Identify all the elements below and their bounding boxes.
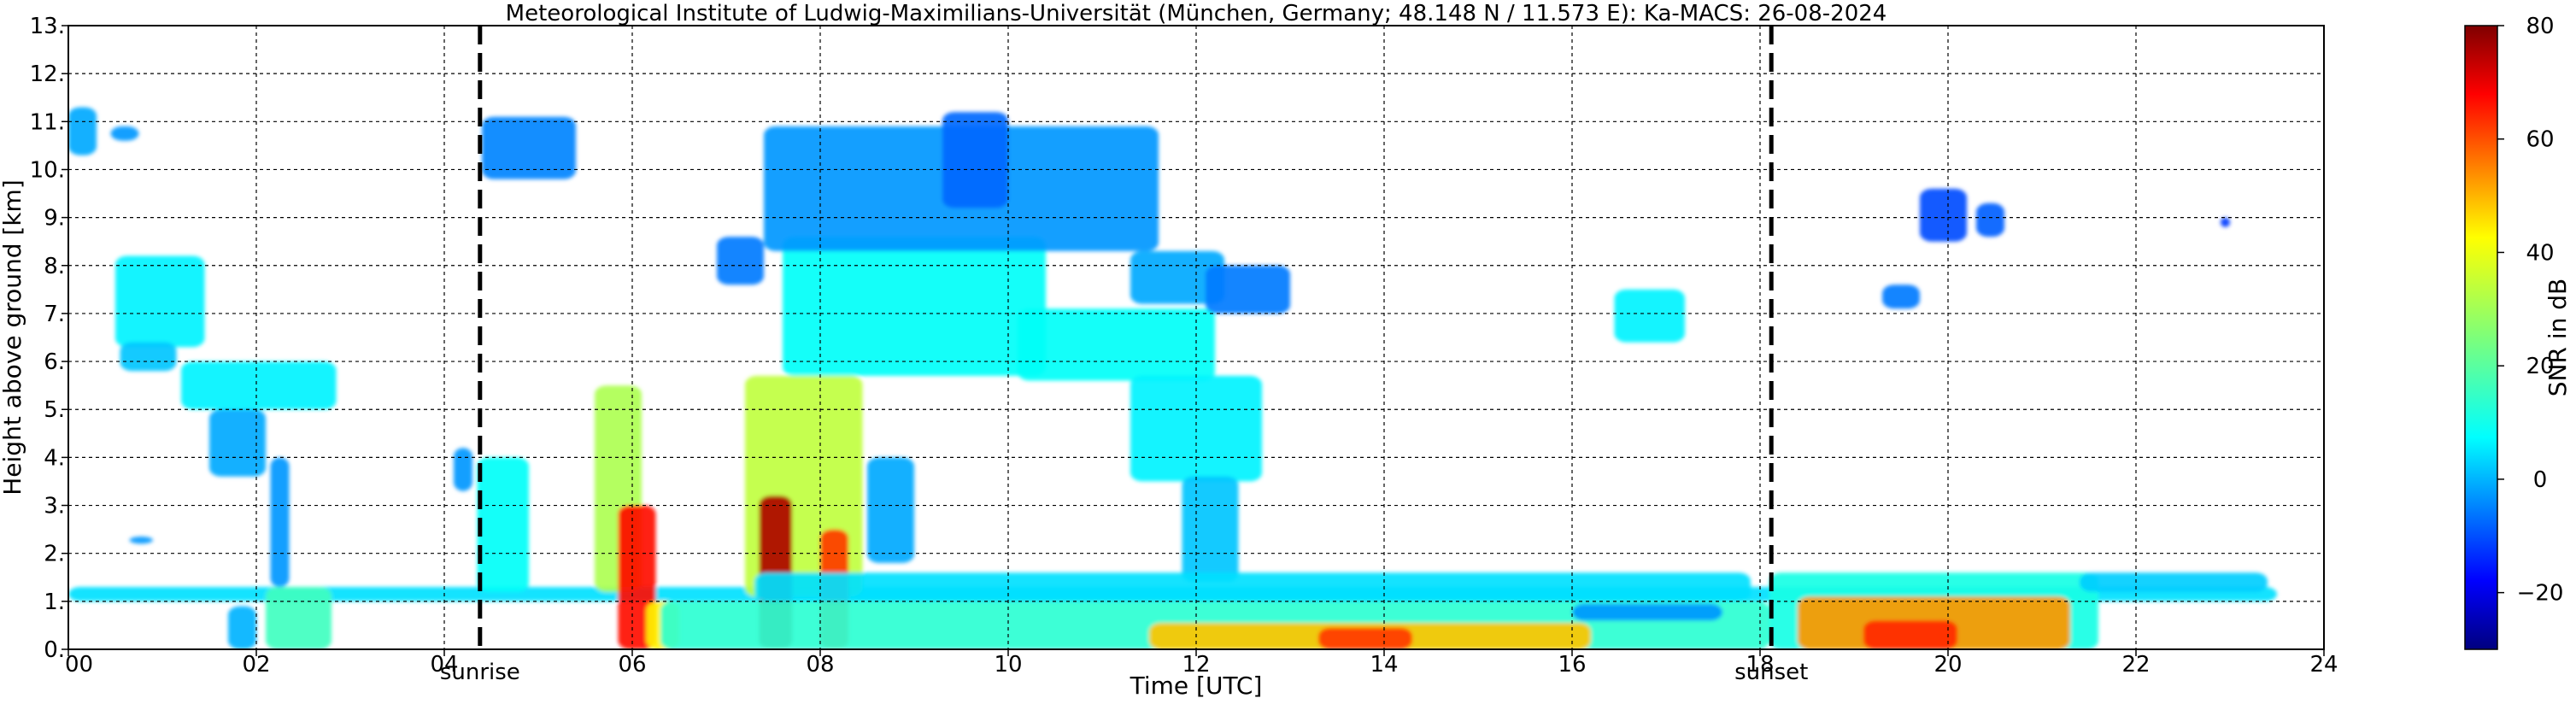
echo-region [754,572,1751,601]
echo-region [266,587,332,649]
echo-region [477,457,529,592]
x-tick-label: 08 [806,652,834,678]
y-tick-label: 11. [30,109,65,135]
chart-title: Meteorological Institute of Ludwig-Maxim… [506,1,1887,26]
y-ticks: 0. 1. 2. 3. 4. 5. 6. 7. 8. 9. 10. 11. 12. 13. [30,14,68,663]
x-tick-label: 20 [1933,652,1962,678]
echo-region [1206,265,1290,314]
echo-region [1863,620,1957,649]
echo-region [1920,188,1967,242]
x-tick-label: 16 [1558,652,1586,678]
echo-region [783,237,1046,376]
echo-region [2221,217,2230,227]
colorbar-tick-label: 20 [2526,354,2554,379]
x-tick-label: 10 [994,652,1022,678]
y-tick-label: 3. [44,494,65,519]
echo-region [228,606,256,649]
y-tick-label: 10. [30,157,65,183]
x-tick-label: 14 [1370,652,1398,678]
x-tick-label: 06 [618,652,646,678]
echo-region [270,457,290,587]
x-tick-label: 02 [242,652,270,678]
colorbar-tick-label: 80 [2526,14,2554,39]
echo-region [209,409,266,477]
echo-region [482,116,576,179]
echo-region [129,537,153,544]
x-tick-label: 22 [2121,652,2150,678]
echo-region [1130,250,1224,304]
echo-regions [68,107,2277,649]
y-tick-label: 7. [44,302,65,327]
echo-region [717,237,764,285]
grid-lines [68,26,2324,649]
colorbar [2464,25,2498,650]
x-tick-label: 18 [1746,652,1774,678]
echo-region [115,255,205,348]
y-tick-label: 9. [44,206,65,232]
echo-region [867,457,914,563]
echo-region [1130,375,1262,482]
y-axis-label: Height above ground [km] [0,179,26,496]
x-tick-label: 12 [1182,652,1210,678]
sunset-label: sunset [1734,660,1808,685]
colorbar-tick-label: −20 [2517,581,2564,607]
x-tick-label: 00 [65,652,93,678]
echo-region [110,126,139,141]
sunrise-label: sunrise [440,660,520,685]
y-tick-label: 8. [44,254,65,279]
colorbar-tick-label: 60 [2526,127,2554,153]
echo-region [942,112,1008,208]
echo-region [1976,202,2004,238]
echo-region [120,342,177,372]
echo-region [1572,603,1722,621]
x-axis-label: Time [UTC] [1130,672,1263,700]
annotation-lines: sunrise sunset [440,26,1808,685]
echo-region [1614,289,1685,343]
x-tick-label: 24 [2309,652,2338,678]
x-tick-label: 04 [430,652,458,678]
y-tick-label: 6. [44,349,65,375]
echo-region [2080,572,2268,592]
echo-region [1318,627,1412,649]
y-tick-label: 12. [30,62,65,87]
echo-region [454,448,472,491]
y-tick-label: 13. [30,14,65,39]
colorbar-tick-label: 0 [2533,467,2548,493]
echo-region [1182,476,1239,583]
y-tick-label: 4. [44,445,65,471]
echo-region [1882,285,1920,309]
y-tick-label: 1. [44,590,65,615]
x-ticks: 00 02 04 06 08 10 12 14 16 18 20 22 24 [65,649,2338,678]
colorbar-label: SNR in dB [2544,279,2572,396]
echo-region [68,107,97,155]
y-tick-label: 0. [44,637,65,663]
y-tick-label: 2. [44,542,65,567]
echo-region [181,361,337,410]
y-tick-label: 5. [44,397,65,423]
colorbar-ticks: −20 0 20 40 60 80 [2497,14,2563,607]
echo-region [1018,308,1215,381]
colorbar-tick-label: 40 [2526,240,2554,266]
